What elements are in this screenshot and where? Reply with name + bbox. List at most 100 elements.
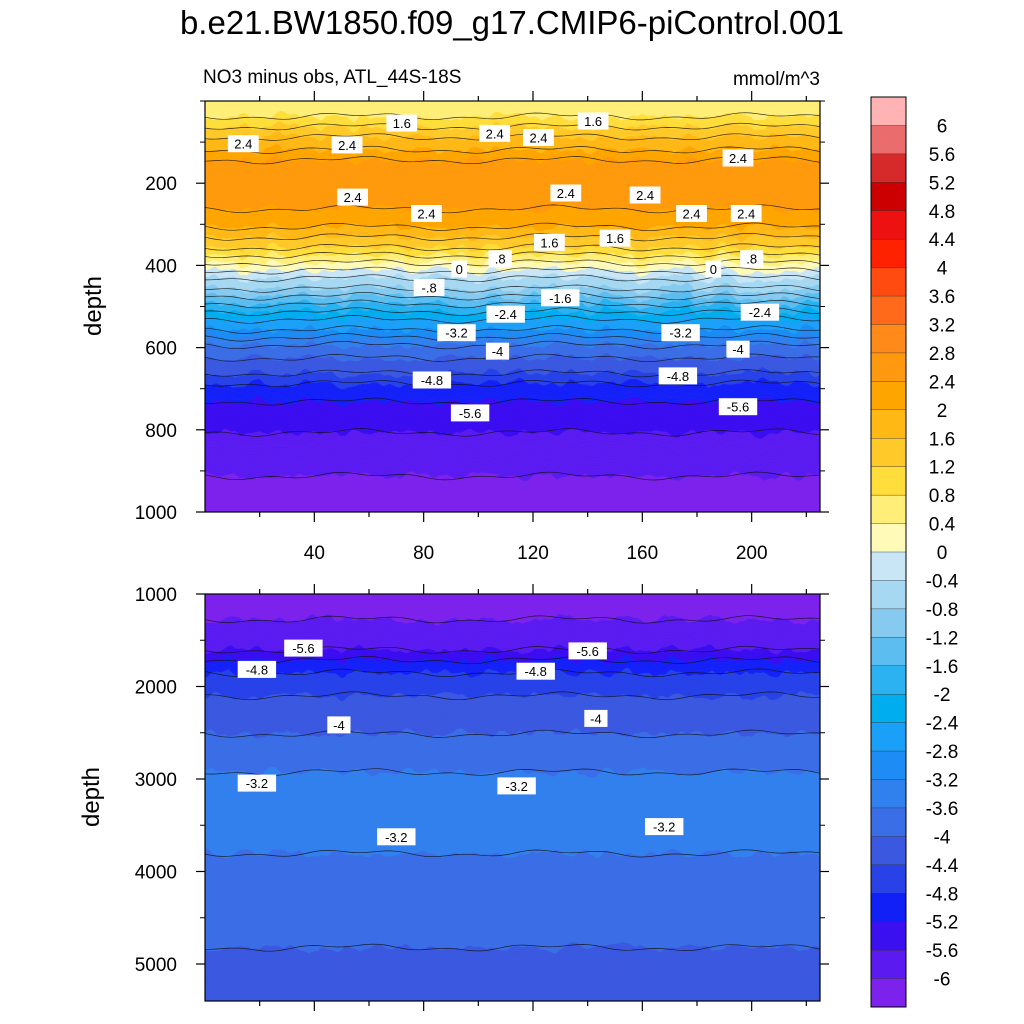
contour-band xyxy=(205,817,820,822)
colorbar-swatch xyxy=(870,238,907,269)
colorbar-swatch xyxy=(870,779,907,809)
contour-line xyxy=(205,471,820,481)
contour-band xyxy=(205,265,820,270)
contour-band xyxy=(205,812,820,817)
contour-band xyxy=(205,802,820,807)
colorbar-label: -3.2 xyxy=(926,771,959,792)
contour-band xyxy=(205,247,820,252)
contour-band xyxy=(205,375,820,380)
contour-line xyxy=(205,729,820,739)
contour-band xyxy=(205,196,820,200)
contour-label: -4 xyxy=(485,342,510,360)
contour-label-box xyxy=(740,303,780,321)
contour-label: -4.8 xyxy=(237,660,277,678)
contour-band xyxy=(205,118,820,123)
colorbar-label: 2.8 xyxy=(929,344,955,365)
contour-line xyxy=(205,340,820,350)
colorbar-swatch xyxy=(870,125,907,155)
contour-band xyxy=(205,889,820,893)
contour-band xyxy=(205,239,820,244)
contour-band xyxy=(175,569,850,573)
contour-band xyxy=(205,871,820,876)
contour-band xyxy=(205,881,820,886)
contour-band xyxy=(205,214,820,218)
contour-band xyxy=(205,190,820,195)
contour-label-box xyxy=(722,149,754,167)
upper-left-subtitle: NO3 minus obs, ATL_44S-18S xyxy=(203,67,461,88)
contour-band xyxy=(205,718,820,723)
colorbar-swatch xyxy=(870,381,907,411)
contour-band xyxy=(205,980,820,985)
contour-band xyxy=(205,708,820,713)
contour-label: -3.2 xyxy=(645,818,684,836)
contour-band xyxy=(205,501,820,506)
contour-label-box xyxy=(237,774,277,792)
contour-band xyxy=(205,172,820,177)
y-tick-label: 1000 xyxy=(135,503,177,524)
y-tick-label: 800 xyxy=(145,421,177,442)
contour-line xyxy=(205,243,820,252)
contour-label: 2.4 xyxy=(676,205,707,222)
contour-band xyxy=(205,840,820,845)
contour-label: -1.6 xyxy=(541,289,580,307)
colorbar-label: 4 xyxy=(937,259,948,280)
contour-label: 2.4 xyxy=(629,186,661,204)
contour-band xyxy=(205,203,820,208)
contour-label: 2.4 xyxy=(722,149,754,167)
contour-band xyxy=(205,929,820,934)
contour-band xyxy=(205,429,820,434)
contour-band xyxy=(205,437,820,442)
contour-band xyxy=(205,838,820,842)
contour-line xyxy=(205,133,820,141)
contour-band xyxy=(205,198,820,203)
colorbar-swatch xyxy=(870,96,907,126)
contour-label-text: 2.4 xyxy=(682,207,700,222)
lower-contour-field: -5.6 -5.6 -4.8 -4.8 -4 -4 -3.2 -3.2 -3.2 -3.2 xyxy=(175,569,850,1001)
contour-label-box xyxy=(386,114,418,132)
contour-label: -4 xyxy=(584,709,608,727)
contour-label-box xyxy=(726,340,750,358)
contour-band xyxy=(205,424,820,429)
contour-band xyxy=(205,404,820,408)
contour-band xyxy=(205,835,820,840)
contour-band xyxy=(175,589,850,593)
contour-band xyxy=(205,450,820,455)
contour-label: 1.6 xyxy=(386,114,418,132)
contour-band xyxy=(205,465,820,470)
contour-band xyxy=(175,576,850,580)
contour-band xyxy=(205,695,820,700)
contour-band xyxy=(205,861,820,865)
contour-band xyxy=(205,455,820,460)
contour-band xyxy=(205,853,820,858)
contour-band xyxy=(205,226,820,231)
colorbar-label: -0.4 xyxy=(926,571,959,592)
contour-band xyxy=(205,800,820,804)
contour-band xyxy=(205,360,820,365)
contour-band xyxy=(205,731,820,736)
contour-band xyxy=(205,365,820,370)
colorbar-label: -4 xyxy=(934,827,951,848)
contour-label: -2.4 xyxy=(740,303,780,321)
colorbar-label: -6 xyxy=(934,970,951,991)
contour-band xyxy=(205,950,820,954)
contour-band xyxy=(205,825,820,830)
contour-band xyxy=(175,527,850,531)
contour-band xyxy=(205,476,820,480)
contour-label-text: 0 xyxy=(710,262,717,277)
contour-band xyxy=(205,111,820,116)
contour-label-text: .8 xyxy=(495,252,506,267)
contour-band xyxy=(205,237,820,241)
contour-band xyxy=(205,329,820,334)
y-tick-label: 2000 xyxy=(135,678,177,699)
contour-band xyxy=(205,726,820,731)
contour-band xyxy=(205,383,820,388)
contour-band xyxy=(205,162,820,167)
colorbar-label: 2 xyxy=(937,401,948,422)
contour-band xyxy=(175,93,850,97)
colorbar-label: -0.8 xyxy=(926,600,959,621)
contour-band xyxy=(205,845,820,850)
x-tick-label: 40 xyxy=(304,543,325,564)
contour-band xyxy=(205,427,820,431)
contour-band xyxy=(205,273,820,277)
contour-band xyxy=(205,355,820,360)
